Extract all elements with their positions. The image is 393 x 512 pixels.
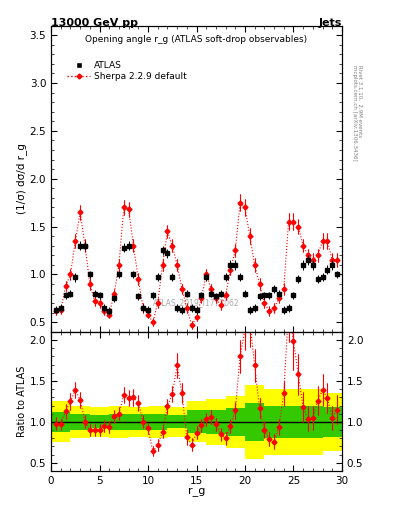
Text: 13000 GeV pp: 13000 GeV pp <box>51 18 138 28</box>
Y-axis label: (1/σ) dσ/d r_g: (1/σ) dσ/d r_g <box>16 143 27 214</box>
Text: Rivet 3.1.10,  2.9M events
mcplots.cern.ch [arXiv:1306.3436]: Rivet 3.1.10, 2.9M events mcplots.cern.c… <box>352 65 362 160</box>
Text: Jets: Jets <box>319 18 342 28</box>
Legend: ATLAS, Sherpa 2.2.9 default: ATLAS, Sherpa 2.2.9 default <box>67 61 187 81</box>
Y-axis label: Ratio to ATLAS: Ratio to ATLAS <box>17 366 27 437</box>
Text: ATLAS_2019_I1772062: ATLAS_2019_I1772062 <box>153 298 240 307</box>
X-axis label: r_g: r_g <box>188 487 205 497</box>
Text: Opening angle r_g (ATLAS soft-drop observables): Opening angle r_g (ATLAS soft-drop obser… <box>85 35 308 44</box>
